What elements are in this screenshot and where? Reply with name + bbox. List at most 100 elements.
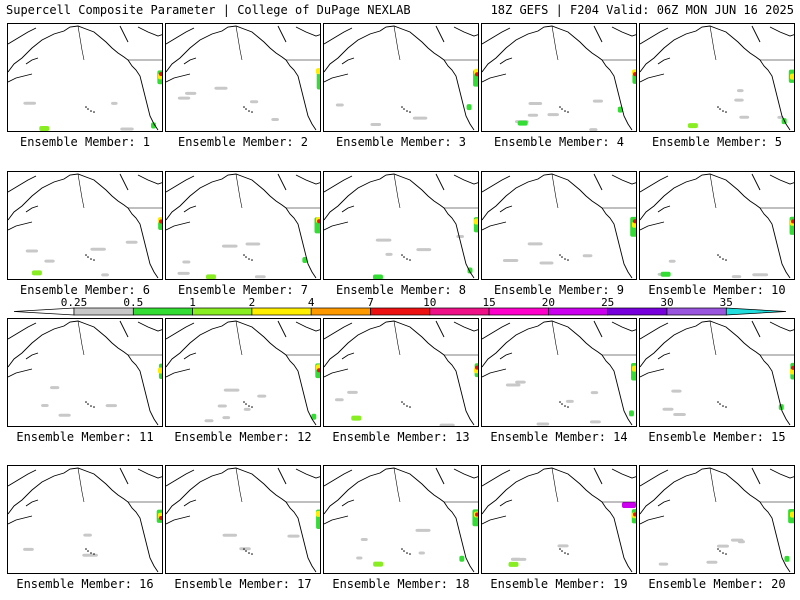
coastline <box>640 320 791 426</box>
island <box>243 106 245 108</box>
scp-contour <box>517 120 528 126</box>
scp-contour <box>316 68 320 75</box>
scp-contour <box>790 511 794 518</box>
colorbar-segment <box>132 307 193 316</box>
coastline <box>8 27 37 45</box>
scp-contour <box>475 365 478 370</box>
coastline <box>8 368 33 378</box>
scp-contour <box>658 562 669 566</box>
coastline <box>593 467 603 485</box>
island <box>401 548 403 550</box>
island <box>564 552 566 554</box>
coastline <box>183 352 197 360</box>
scp-contour <box>475 72 478 77</box>
coastline <box>593 25 603 43</box>
ensemble-member-map <box>639 465 795 574</box>
scp-contour <box>370 122 382 126</box>
island <box>722 110 724 112</box>
scp-contour <box>159 72 162 77</box>
coastline <box>435 320 445 338</box>
coastline <box>341 57 355 65</box>
scp-contour <box>302 257 308 264</box>
scp-contour <box>206 274 217 279</box>
ensemble-member-label: Ensemble Member: 7 <box>177 283 309 297</box>
coastline <box>640 221 665 231</box>
coastline <box>482 467 633 573</box>
island <box>406 258 408 260</box>
island <box>561 550 563 552</box>
coastline <box>166 27 195 45</box>
ensemble-member-map <box>323 465 479 574</box>
coastline <box>183 499 197 507</box>
island <box>567 553 569 555</box>
island <box>90 258 92 260</box>
island <box>245 108 247 110</box>
ensemble-member-label: Ensemble Member: 13 <box>332 430 470 444</box>
scp-contour <box>177 271 190 275</box>
scp-contour <box>668 259 676 263</box>
scp-contour <box>184 91 197 95</box>
ensemble-member-map <box>7 171 163 280</box>
coastline <box>482 469 511 487</box>
island <box>561 108 563 110</box>
scp-contour <box>83 533 92 537</box>
scp-contour <box>527 113 539 117</box>
coastline <box>8 515 33 525</box>
island <box>722 552 724 554</box>
colorbar-tick-label: 10 <box>423 296 436 309</box>
island <box>719 256 721 258</box>
scp-contour <box>372 274 383 279</box>
coastline <box>769 468 794 479</box>
colorbar-tick-label: 4 <box>308 296 315 309</box>
scp-contour <box>239 547 251 551</box>
coastline <box>324 320 475 426</box>
ensemble-member-map <box>481 23 637 132</box>
country-border <box>235 25 243 61</box>
colorbar-segment <box>607 307 668 316</box>
ensemble-member-label: Ensemble Member: 15 <box>648 430 786 444</box>
coastline <box>277 467 287 485</box>
scp-contour <box>90 247 106 251</box>
island <box>90 110 92 112</box>
ensemble-member-map <box>481 318 637 427</box>
coastline <box>183 57 197 65</box>
scp-contour <box>784 555 790 562</box>
coastline <box>295 174 320 185</box>
scp-contour <box>375 238 392 242</box>
scp-contour <box>316 70 320 90</box>
colorbar-tick-label: 30 <box>660 296 673 309</box>
scp-contour <box>125 240 138 244</box>
scp-contour <box>557 544 569 548</box>
color-scale-legend: 0.25 0.5 1 2 4 7 10 15 20 25 30 35 <box>13 296 787 316</box>
coastline <box>341 499 355 507</box>
scp-contour <box>633 72 636 77</box>
coastline <box>8 322 37 340</box>
scp-contour <box>791 365 794 370</box>
island <box>245 403 247 405</box>
scp-contour <box>456 235 465 239</box>
colorbar-segment <box>370 307 431 316</box>
scp-contour <box>791 219 794 224</box>
scp-contour <box>539 261 554 265</box>
coastline <box>482 27 511 45</box>
scp-contour <box>311 413 317 420</box>
scp-contour <box>730 538 744 542</box>
coastline <box>453 174 478 185</box>
island <box>409 259 411 261</box>
scp-contour <box>547 113 560 117</box>
coastline <box>482 175 511 193</box>
scp-contour <box>385 252 393 256</box>
island <box>243 254 245 256</box>
ensemble-member-map <box>323 23 479 132</box>
island <box>403 403 405 405</box>
colorbar-segment <box>310 307 371 316</box>
scp-contour <box>536 422 550 426</box>
island <box>248 258 250 260</box>
coastline <box>640 469 669 487</box>
island <box>409 553 411 555</box>
scp-contour <box>44 259 55 263</box>
ensemble-member-label: Ensemble Member: 4 <box>493 135 625 149</box>
coastline <box>166 368 191 378</box>
coastline <box>499 499 513 507</box>
scp-contour <box>23 101 37 105</box>
